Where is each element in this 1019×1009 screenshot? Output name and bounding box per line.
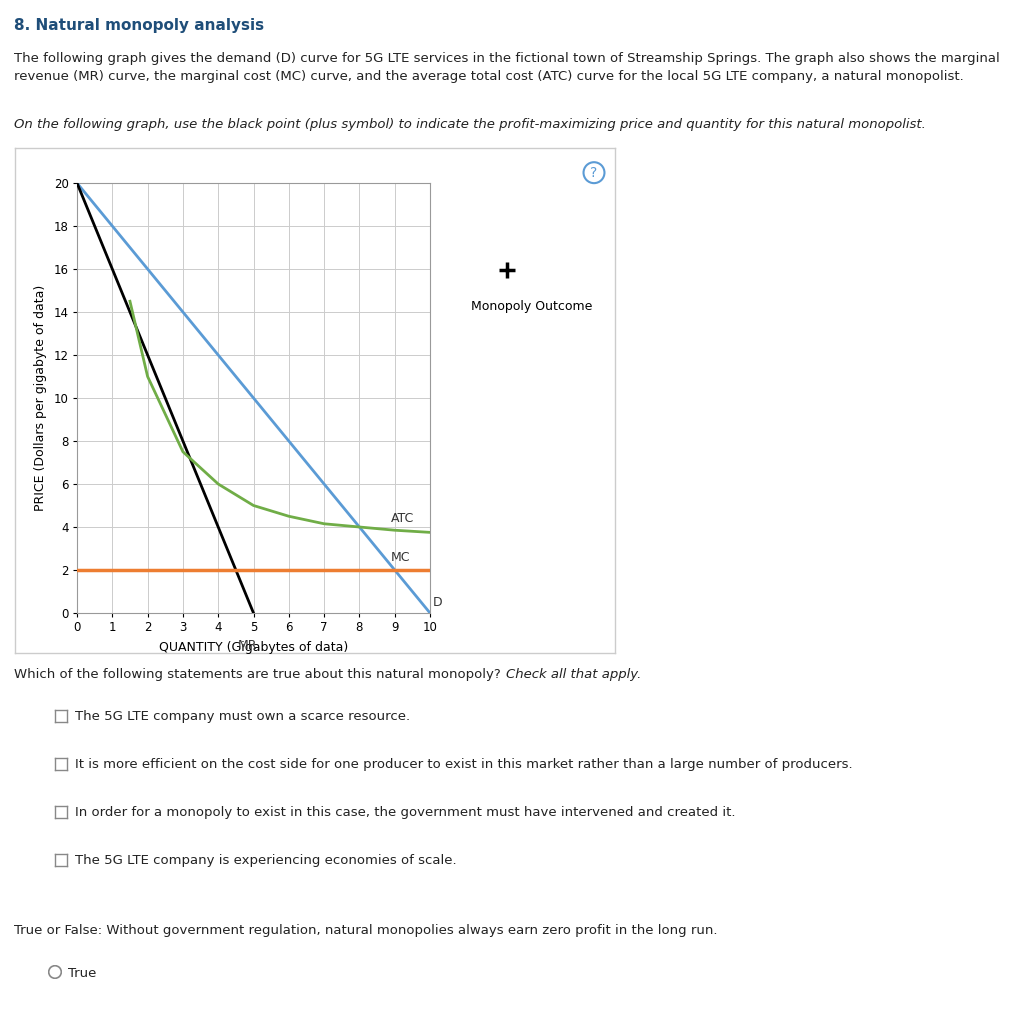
X-axis label: QUANTITY (Gigabytes of data): QUANTITY (Gigabytes of data) [159, 642, 347, 654]
Text: On the following graph, use the black point (plus symbol) to indicate the profit: On the following graph, use the black po… [14, 118, 925, 131]
Text: Which of the following statements are true about this natural monopoly?: Which of the following statements are tr… [14, 668, 504, 681]
Text: The 5G LTE company is experiencing economies of scale.: The 5G LTE company is experiencing econo… [75, 854, 457, 867]
Text: The 5G LTE company must own a scarce resource.: The 5G LTE company must own a scarce res… [75, 710, 410, 723]
Text: MR: MR [237, 639, 257, 652]
Text: The following graph gives the demand (D) curve for 5G LTE services in the fictio: The following graph gives the demand (D)… [14, 52, 999, 65]
Text: revenue (MR) curve, the marginal cost (MC) curve, and the average total cost (AT: revenue (MR) curve, the marginal cost (M… [14, 70, 963, 83]
Text: D: D [432, 595, 442, 608]
Y-axis label: PRICE (Dollars per gigabyte of data): PRICE (Dollars per gigabyte of data) [34, 285, 47, 512]
Text: In order for a monopoly to exist in this case, the government must have interven: In order for a monopoly to exist in this… [75, 806, 735, 819]
Text: 8. Natural monopoly analysis: 8. Natural monopoly analysis [14, 18, 264, 33]
Text: True: True [68, 967, 96, 980]
Text: ATC: ATC [391, 512, 414, 525]
Text: Monopoly Outcome: Monopoly Outcome [471, 300, 592, 313]
Text: True or False: Without government regulation, natural monopolies always earn zer: True or False: Without government regula… [14, 924, 717, 937]
Text: MC: MC [391, 551, 411, 564]
Text: ?: ? [590, 165, 597, 180]
Text: It is more efficient on the cost side for one producer to exist in this market r: It is more efficient on the cost side fo… [75, 758, 852, 771]
Text: Check all that apply.: Check all that apply. [505, 668, 641, 681]
